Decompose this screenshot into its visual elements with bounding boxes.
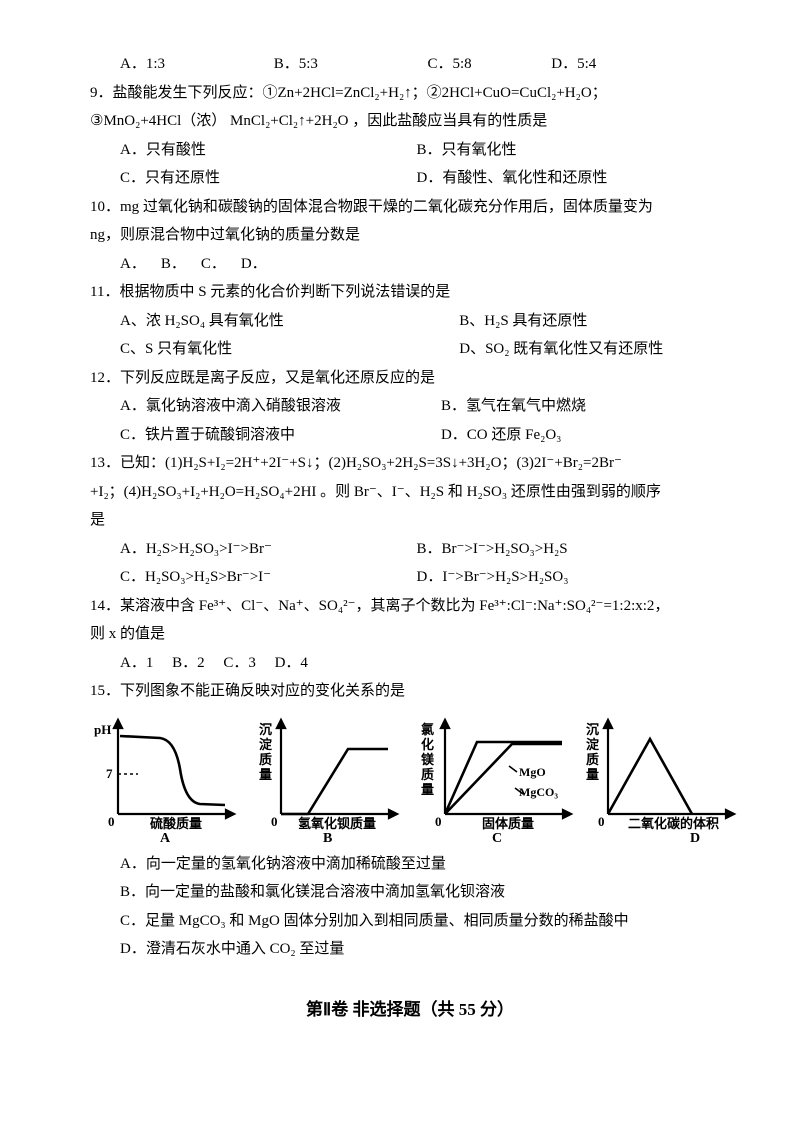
q12-stem: 12．下列反应既是离子反应，又是氧化还原反应的是 <box>90 364 730 393</box>
q8-opt-d: D．5:4 <box>551 50 671 79</box>
q15-opt-c: C．足量 MgCO₃ 和 MgO 固体分别加入到相同质量、相同质量分数的稀盐酸中 <box>90 907 730 936</box>
chart-d-tag: D <box>690 831 700 844</box>
q9-row2: C．只有还原性 D．有酸性、氧化性和还原性 <box>90 164 730 193</box>
q13-opt-d: D．I⁻>Br⁻>H₂S>H₂SO₃ <box>417 563 710 592</box>
chart-d-yl3: 质 <box>586 752 599 767</box>
q11-opt-c: C、S 只有氧化性 <box>120 335 456 364</box>
chart-c-yl4: 质 <box>421 767 434 782</box>
q13-opt-b: B．Br⁻>I⁻>H₂SO₃>H₂S <box>417 535 710 564</box>
chart-c-yl3: 镁 <box>421 752 435 767</box>
q9-stem-l1: 9．盐酸能发生下列反应：①Zn+2HCl=ZnCl₂+H₂↑；②2HCl+CuO… <box>90 79 730 108</box>
q15-opt-a: A．向一定量的氢氧化钠溶液中滴加稀硫酸至过量 <box>90 850 730 879</box>
chart-a-zero: 0 <box>108 814 115 829</box>
q9-opt-b: B．只有氧化性 <box>417 136 710 165</box>
q15-opt-b: B．向一定量的盐酸和氯化镁混合溶液中滴加氢氧化钡溶液 <box>90 878 730 907</box>
q12-opt-d: D．CO 还原 Fe₂O₃ <box>441 421 722 450</box>
q13-row2: C．H₂SO₃>H₂S>Br⁻>I⁻ D．I⁻>Br⁻>H₂S>H₂SO₃ <box>90 563 730 592</box>
chart-c-series1: MgO <box>519 765 546 779</box>
q8-opt-c: C．5:8 <box>428 50 548 79</box>
q14-opts: A．1 B．2 C．3 D．4 <box>90 649 730 678</box>
q8-opt-b: B．5:3 <box>274 50 424 79</box>
q11-row2: C、S 只有氧化性 D、SO₂ 既有氧化性又有还原性 <box>90 335 730 364</box>
q10-l2: ng，则原混合物中过氧化钠的质量分数是 <box>90 221 730 250</box>
chart-c-yl5: 量 <box>421 782 434 797</box>
q11-row1: A、浓 H₂SO₄ 具有氧化性 B、H₂S 具有还原性 <box>90 307 730 336</box>
chart-d-yl4: 量 <box>586 767 599 782</box>
chart-a-tag: A <box>160 831 171 844</box>
q10-l1: 10．mg 过氧化钠和碳酸钠的固体混合物跟干燥的二氧化碳充分作用后，固体质量变为 <box>90 193 730 222</box>
q9-opt-a: A．只有酸性 <box>120 136 413 165</box>
chart-b-tag: B <box>323 831 332 844</box>
q9-stem-l2: ③MnO₂+4HCl（浓） MnCl₂+Cl₂↑+2H₂O ，因此盐酸应当具有的… <box>90 107 730 136</box>
q13-row1: A．H₂S>H₂SO₃>I⁻>Br⁻ B．Br⁻>I⁻>H₂SO₃>H₂S <box>90 535 730 564</box>
chart-c-series2: MgCO₃ <box>519 785 558 799</box>
q12-row1: A．氯化钠溶液中滴入硝酸银溶液 B．氢气在氧气中燃烧 <box>90 392 730 421</box>
q14-l2: 则 x 的值是 <box>90 620 730 649</box>
q11-opt-b: B、H₂S 具有还原性 <box>459 307 721 336</box>
q13-l2: +I₂；(4)H₂SO₃+I₂+H₂O=H₂SO₄+2HI 。则 Br⁻、I⁻、… <box>90 478 730 507</box>
chart-d-zero: 0 <box>598 814 605 829</box>
q13-l1: 13．已知：(1)H₂S+I₂=2H⁺+2I⁻+S↓；(2)H₂SO₃+2H₂S… <box>90 449 730 478</box>
q9-opt-d: D．有酸性、氧化性和还原性 <box>417 164 710 193</box>
chart-c-zero: 0 <box>435 814 442 829</box>
chart-c-tag: C <box>492 831 502 844</box>
q11-stem: 11．根据物质中 S 元素的化合价判断下列说法错误的是 <box>90 278 730 307</box>
chart-b-yl1: 沉 <box>259 722 272 737</box>
chart-c: 氯 化 镁 质 量 MgO MgCO₃ 0 固体质量 C <box>417 714 567 844</box>
section2-title: 第Ⅱ卷 非选择题（共 55 分） <box>90 994 730 1026</box>
q11-opt-a: A、浓 H₂SO₄ 具有氧化性 <box>120 307 456 336</box>
chart-d-xlabel: 二氧化碳的体积 <box>628 816 719 831</box>
chart-b-zero: 0 <box>271 814 278 829</box>
chart-b-xlabel: 氢氧化钡质量 <box>298 816 376 831</box>
chart-a: pH 7 0 硫酸质量 A <box>90 714 240 844</box>
chart-d-yl2: 淀 <box>586 737 600 752</box>
chart-b: 沉 淀 质 量 0 氢氧化钡质量 B <box>253 714 403 844</box>
q8-options: A．1:3 B．5:3 C．5:8 D．5:4 <box>90 50 730 79</box>
q12-opt-a: A．氯化钠溶液中滴入硝酸银溶液 <box>120 392 437 421</box>
q13-opt-a: A．H₂S>H₂SO₃>I⁻>Br⁻ <box>120 535 413 564</box>
q12-row2: C．铁片置于硫酸铜溶液中 D．CO 还原 Fe₂O₃ <box>90 421 730 450</box>
chart-d: 沉 淀 质 量 0 二氧化碳的体积 D <box>580 714 730 844</box>
chart-c-yl2: 化 <box>421 737 434 752</box>
q13-l3: 是 <box>90 506 730 535</box>
q15-opt-d: D．澄清石灰水中通入 CO₂ 至过量 <box>90 935 730 964</box>
q12-opt-c: C．铁片置于硫酸铜溶液中 <box>120 421 437 450</box>
chart-a-ytick: 7 <box>106 766 113 781</box>
chart-a-ylabel: pH <box>94 722 111 737</box>
q15-stem: 15．下列图象不能正确反映对应的变化关系的是 <box>90 677 730 706</box>
q15-charts: pH 7 0 硫酸质量 A 沉 淀 质 量 0 氢氧化钡质量 B <box>90 714 730 844</box>
chart-d-yl1: 沉 <box>586 722 599 737</box>
q13-opt-c: C．H₂SO₃>H₂S>Br⁻>I⁻ <box>120 563 413 592</box>
chart-b-yl3: 质 <box>259 752 272 767</box>
q9-opt-c: C．只有还原性 <box>120 164 413 193</box>
chart-c-xlabel: 固体质量 <box>482 816 534 831</box>
q14-l1: 14．某溶液中含 Fe³⁺、Cl⁻、Na⁺、SO₄²⁻，其离子个数比为 Fe³⁺… <box>90 592 730 621</box>
chart-a-xlabel: 硫酸质量 <box>150 816 202 831</box>
q12-opt-b: B．氢气在氧气中燃烧 <box>441 392 722 421</box>
q10-opts: A． B． C． D． <box>90 250 730 279</box>
q11-opt-d: D、SO₂ 既有氧化性又有还原性 <box>459 335 721 364</box>
chart-b-yl2: 淀 <box>259 737 273 752</box>
q8-opt-a: A．1:3 <box>120 50 270 79</box>
chart-b-yl4: 量 <box>259 767 272 782</box>
q9-row1: A．只有酸性 B．只有氧化性 <box>90 136 730 165</box>
chart-c-yl1: 氯 <box>421 722 434 737</box>
